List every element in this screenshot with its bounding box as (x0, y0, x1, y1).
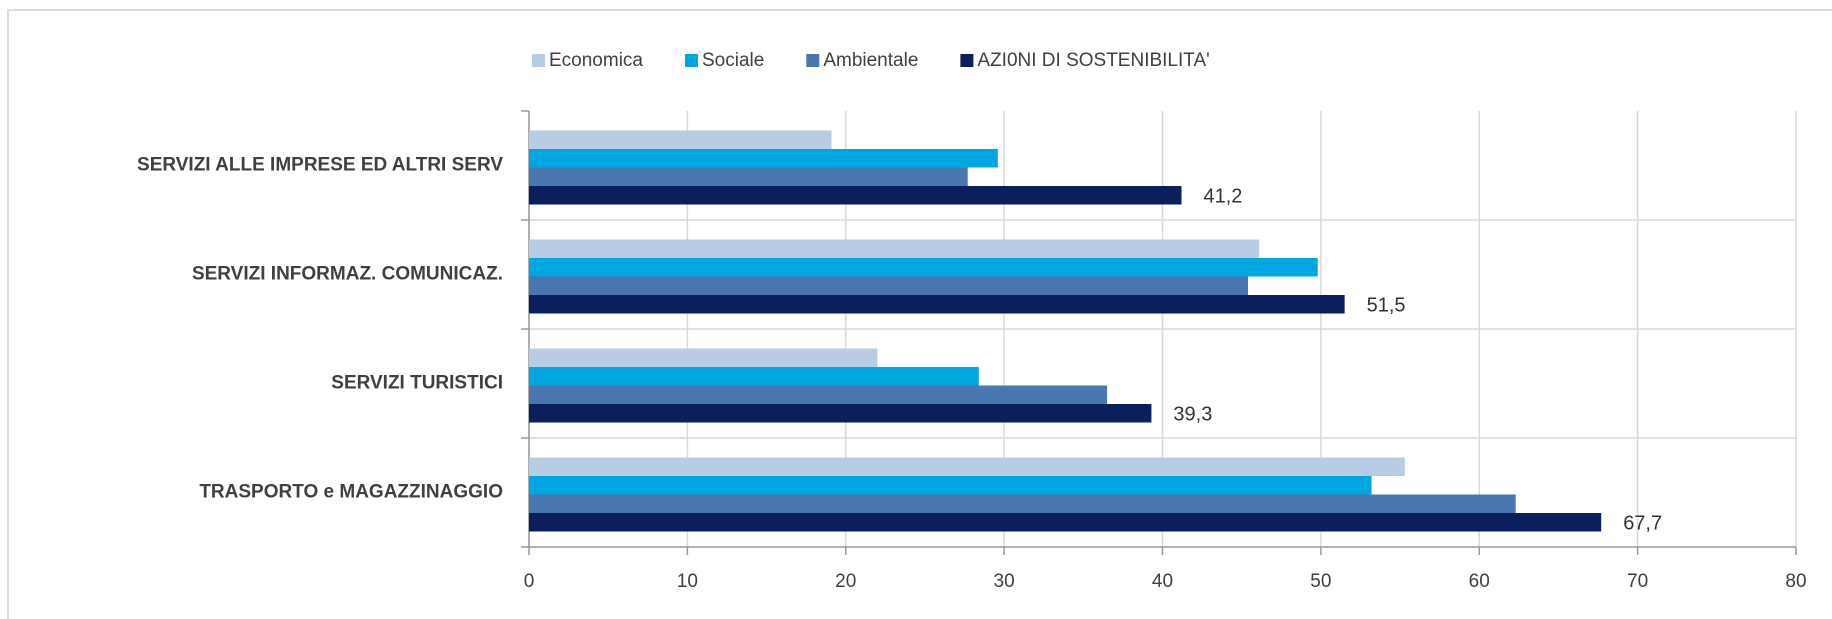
x-tick-label: 30 (994, 571, 1015, 592)
bar (529, 476, 1372, 495)
x-tick-label: 0 (524, 571, 535, 592)
x-tick-label: 40 (1152, 571, 1173, 592)
bar (529, 186, 1182, 205)
legend-swatch (532, 54, 545, 67)
bar (529, 258, 1318, 277)
y-tick-label: TRASPORTO e MAGAZZINAGGIO (199, 482, 503, 503)
legend-swatch (685, 54, 698, 67)
bar (529, 404, 1152, 423)
bar (529, 385, 1108, 404)
legend-label: Ambientale (823, 50, 918, 71)
bar (529, 239, 1260, 258)
bar (529, 494, 1516, 513)
bar (529, 276, 1249, 295)
bar (529, 295, 1345, 314)
x-tick-label: 60 (1469, 571, 1490, 592)
bar (529, 167, 968, 186)
chart-frame (7, 9, 1832, 619)
bar (529, 367, 979, 386)
legend-label: AZI0NI DI SOSTENIBILITA' (977, 50, 1209, 71)
value-label: 67,7 (1623, 513, 1662, 535)
legend-swatch (806, 54, 820, 67)
bar (529, 130, 832, 149)
y-tick-label: SERVIZI TURISTICI (331, 373, 503, 394)
x-tick-label: 20 (835, 571, 856, 592)
legend-label: Sociale (702, 50, 764, 71)
x-tick-label: 50 (1310, 571, 1331, 592)
bar (529, 149, 998, 168)
bar (529, 348, 878, 367)
bar (529, 457, 1405, 476)
y-tick-label: SERVIZI INFORMAZ. COMUNICAZ. (192, 264, 503, 285)
value-label: 51,5 (1367, 295, 1406, 317)
bar (529, 513, 1602, 532)
x-tick-label: 80 (1785, 571, 1806, 592)
value-label: 39,3 (1173, 404, 1212, 426)
x-tick-label: 10 (677, 571, 698, 592)
x-tick-label: 70 (1627, 571, 1648, 592)
y-tick-label: SERVIZI ALLE IMPRESE ED ALTRI SERV (137, 155, 503, 176)
value-label: 41,2 (1204, 186, 1243, 208)
legend-label: Economica (549, 50, 643, 71)
legend-swatch (960, 54, 974, 67)
